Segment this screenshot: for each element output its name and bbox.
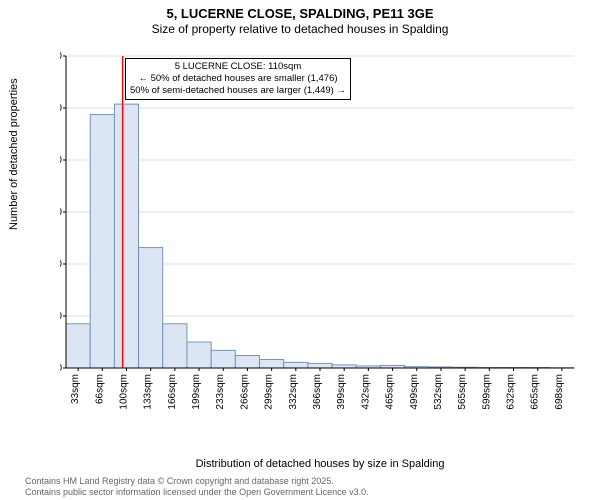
svg-text:0: 0 xyxy=(60,363,62,374)
x-axis-label: Distribution of detached houses by size … xyxy=(60,458,580,470)
svg-text:800: 800 xyxy=(60,155,62,166)
svg-text:1200: 1200 xyxy=(60,51,62,62)
svg-text:400: 400 xyxy=(60,259,62,270)
svg-text:499sqm: 499sqm xyxy=(409,374,420,410)
svg-text:100sqm: 100sqm xyxy=(118,374,129,410)
annotation-box: 5 LUCERNE CLOSE: 110sqm ← 50% of detache… xyxy=(125,58,351,100)
svg-text:200: 200 xyxy=(60,311,62,322)
svg-text:665sqm: 665sqm xyxy=(530,374,541,410)
annotation-line3: 50% of semi-detached houses are larger (… xyxy=(130,85,346,97)
svg-text:632sqm: 632sqm xyxy=(506,374,517,410)
histogram-plot: 0 200 400 600 800 1000 1200 33sqm 66sqm 100sqm 133… xyxy=(60,50,580,420)
annotation-line1: 5 LUCERNE CLOSE: 110sqm xyxy=(130,61,346,73)
svg-text:133sqm: 133sqm xyxy=(143,374,154,410)
svg-text:399sqm: 399sqm xyxy=(336,374,347,410)
svg-text:332sqm: 332sqm xyxy=(288,374,299,410)
annotation-line2: ← 50% of detached houses are smaller (1,… xyxy=(130,73,346,85)
svg-text:166sqm: 166sqm xyxy=(167,374,178,410)
svg-text:565sqm: 565sqm xyxy=(457,374,468,410)
svg-text:33sqm: 33sqm xyxy=(70,374,81,404)
svg-text:532sqm: 532sqm xyxy=(433,374,444,410)
svg-text:432sqm: 432sqm xyxy=(360,374,371,410)
chart-subtitle: Size of property relative to detached ho… xyxy=(0,22,600,36)
footer-line1: Contains HM Land Registry data © Crown c… xyxy=(25,476,369,487)
svg-text:66sqm: 66sqm xyxy=(94,374,105,404)
svg-text:299sqm: 299sqm xyxy=(264,374,275,410)
svg-text:698sqm: 698sqm xyxy=(554,374,565,410)
svg-text:1000: 1000 xyxy=(60,103,62,114)
svg-text:465sqm: 465sqm xyxy=(385,374,396,410)
svg-text:366sqm: 366sqm xyxy=(312,374,323,410)
chart-area: 0 200 400 600 800 1000 1200 33sqm 66sqm 100sqm 133… xyxy=(60,50,580,420)
footer-line2: Contains public sector information licen… xyxy=(25,487,369,498)
svg-text:600: 600 xyxy=(60,207,62,218)
svg-text:199sqm: 199sqm xyxy=(191,374,202,410)
svg-text:233sqm: 233sqm xyxy=(215,374,226,410)
footer-attribution: Contains HM Land Registry data © Crown c… xyxy=(25,476,369,498)
y-axis-label: Number of detached properties xyxy=(8,78,20,230)
svg-text:266sqm: 266sqm xyxy=(239,374,250,410)
svg-text:599sqm: 599sqm xyxy=(481,374,492,410)
chart-title: 5, LUCERNE CLOSE, SPALDING, PE11 3GE xyxy=(0,6,600,21)
